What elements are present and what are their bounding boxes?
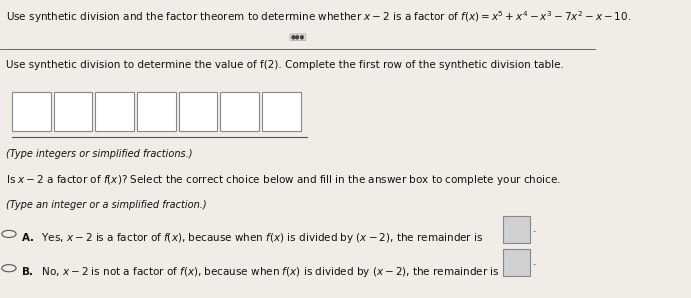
Text: (Type integers or simplified fractions.): (Type integers or simplified fractions.): [6, 149, 193, 159]
Text: $\mathbf{B.}$  No, $x-2$ is not a factor of $f(x)$, because when $f(x)$ is divid: $\mathbf{B.}$ No, $x-2$ is not a factor …: [21, 265, 500, 279]
Text: ●●●: ●●●: [291, 35, 305, 40]
Text: (Type an integer or a simplified fraction.): (Type an integer or a simplified fractio…: [6, 200, 207, 210]
Text: $\mathbf{A.}$  Yes, $x-2$ is a factor of $f(x)$, because when $f(x)$ is divided : $\mathbf{A.}$ Yes, $x-2$ is a factor of …: [21, 231, 483, 245]
FancyBboxPatch shape: [504, 249, 530, 276]
FancyBboxPatch shape: [262, 92, 301, 131]
Text: Is $x-2$ a factor of $f(x)$? Select the correct choice below and fill in the ans: Is $x-2$ a factor of $f(x)$? Select the …: [6, 173, 561, 187]
Text: .: .: [533, 257, 537, 267]
FancyBboxPatch shape: [137, 92, 176, 131]
FancyBboxPatch shape: [220, 92, 259, 131]
FancyBboxPatch shape: [179, 92, 218, 131]
Text: Use synthetic division and the factor theorem to determine whether $x-2$ is a fa: Use synthetic division and the factor th…: [6, 9, 632, 25]
FancyBboxPatch shape: [12, 92, 50, 131]
FancyBboxPatch shape: [504, 216, 530, 243]
FancyBboxPatch shape: [54, 92, 93, 131]
Text: .: .: [533, 224, 537, 235]
FancyBboxPatch shape: [95, 92, 134, 131]
Text: Use synthetic division to determine the value of f(2). Complete the first row of: Use synthetic division to determine the …: [6, 60, 564, 70]
